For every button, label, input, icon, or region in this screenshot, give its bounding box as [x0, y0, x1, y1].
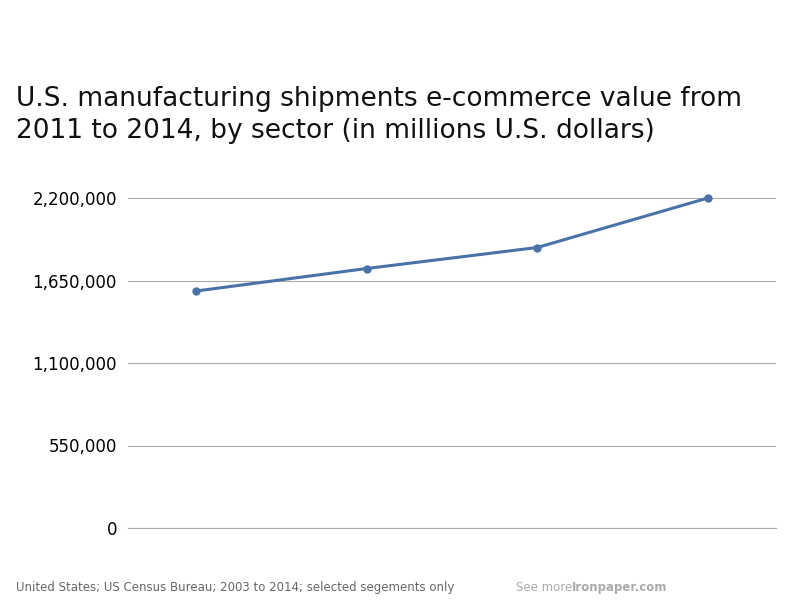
Text: United States; US Census Bureau; 2003 to 2014; selected segements only: United States; US Census Bureau; 2003 to… [16, 581, 454, 594]
Text: See more:: See more: [516, 581, 580, 594]
Text: Ironpaper.com: Ironpaper.com [572, 581, 667, 594]
Text: U.S. manufacturing shipments e-commerce value from
2011 to 2014, by sector (in m: U.S. manufacturing shipments e-commerce … [16, 86, 742, 144]
